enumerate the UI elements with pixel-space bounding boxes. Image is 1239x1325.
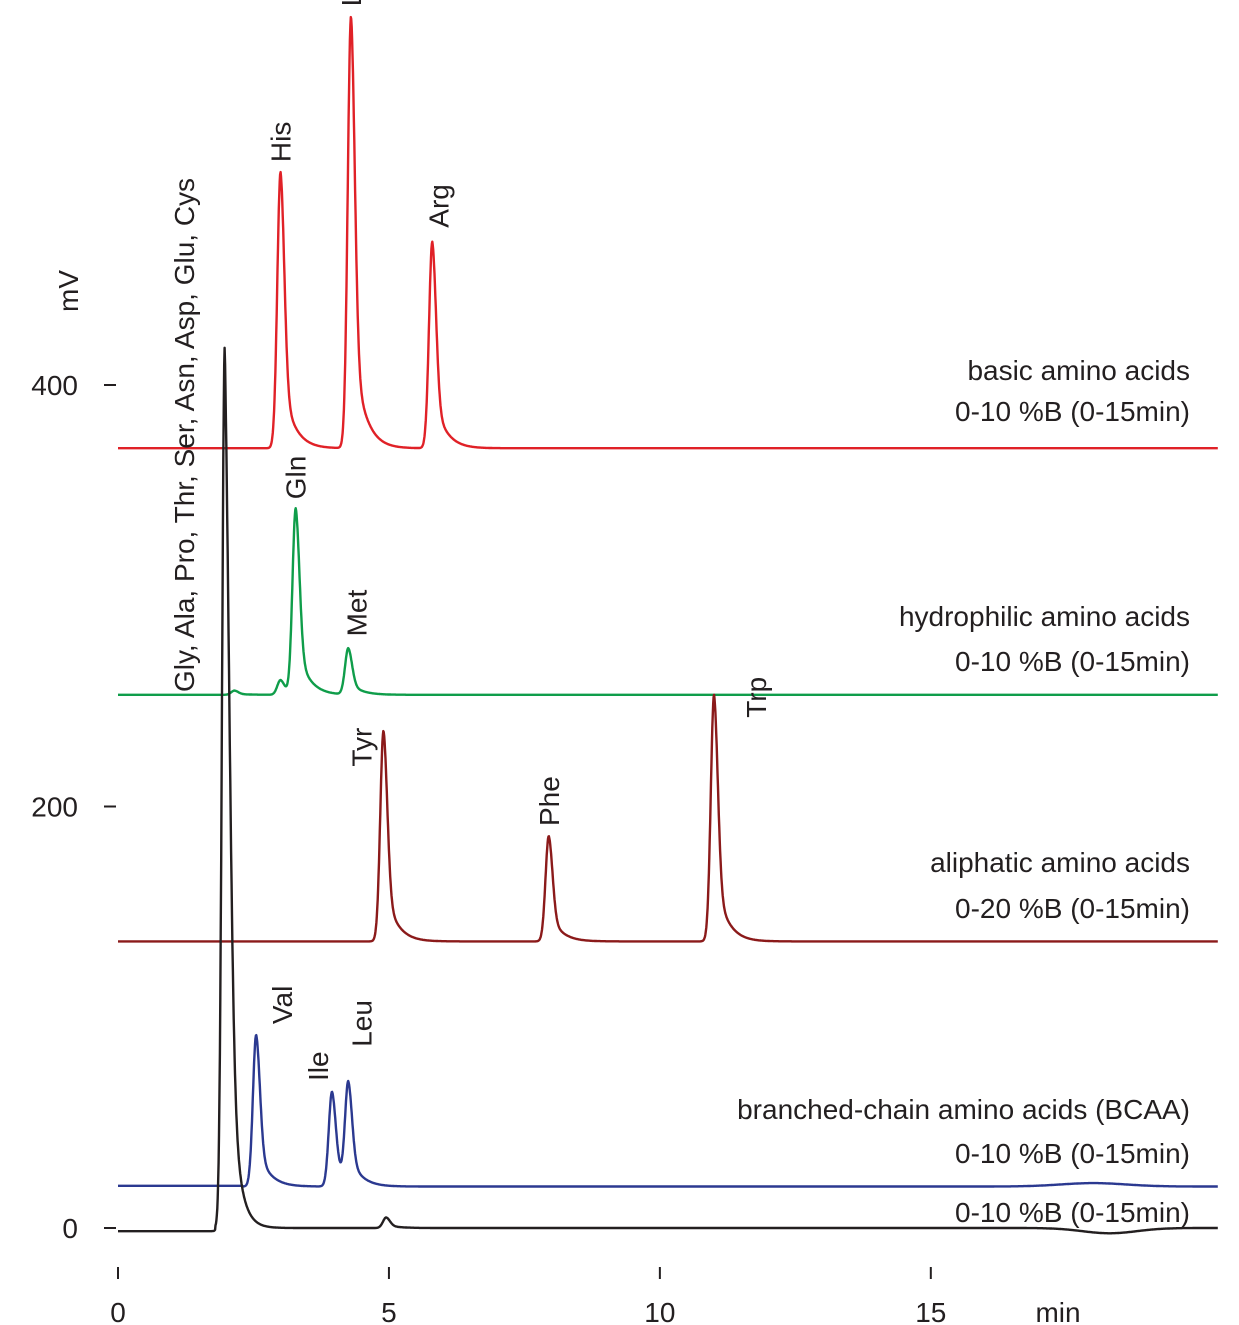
peak-label: Leu <box>346 1000 377 1047</box>
traces <box>117 15 1219 1235</box>
y-tick-label: 400 <box>31 370 78 401</box>
y-tick-label: 0 <box>62 1213 78 1244</box>
trace-label-aliphatic: aliphatic amino acids <box>930 847 1190 878</box>
trace-label-bcaa: 0-10 %B (0-15min) <box>955 1138 1190 1169</box>
peak-label: Gln <box>281 456 312 500</box>
trace-basic <box>117 15 1219 450</box>
trace-label-basic: 0-10 %B (0-15min) <box>955 396 1190 427</box>
x-tick-label: 10 <box>644 1297 675 1325</box>
y-tick-label: 200 <box>31 792 78 823</box>
y-axis-label: mV <box>53 270 84 312</box>
peak-label: Ile <box>303 1051 334 1081</box>
trace-hydrophilic <box>117 507 1219 696</box>
peak-label: Trp <box>741 677 772 718</box>
peak-label: Val <box>267 986 298 1024</box>
peak-label: Met <box>341 590 372 637</box>
x-axis-label: min <box>1035 1297 1080 1325</box>
trace-label-bcaa: branched-chain amino acids (BCAA) <box>737 1094 1190 1125</box>
trace-bcaa <box>117 1034 1219 1188</box>
trace-label-mix: 0-10 %B (0-15min) <box>955 1197 1190 1228</box>
peak-label: Tyr <box>347 728 378 767</box>
peak-label: Gly, Ala, Pro, Thr, Ser, Asn, Asp, Glu, … <box>169 178 200 692</box>
trace-aliphatic <box>117 693 1219 943</box>
x-tick-label: 5 <box>381 1297 397 1325</box>
trace-mix <box>117 346 1219 1235</box>
trace-label-aliphatic: 0-20 %B (0-15min) <box>955 893 1190 924</box>
x-tick-label: 0 <box>110 1297 126 1325</box>
trace-label-hydrophilic: 0-10 %B (0-15min) <box>955 646 1190 677</box>
trace-label-basic: basic amino acids <box>967 355 1190 386</box>
trace-label-hydrophilic: hydrophilic amino acids <box>899 601 1190 632</box>
peak-label: Lys <box>336 0 367 6</box>
x-tick-label: 15 <box>915 1297 946 1325</box>
axes: 0 5 10 15 min 0 200 400 mV <box>31 270 1080 1325</box>
peak-label: His <box>266 122 297 162</box>
peak-label: Arg <box>423 184 454 228</box>
peak-label: Phe <box>534 776 565 826</box>
